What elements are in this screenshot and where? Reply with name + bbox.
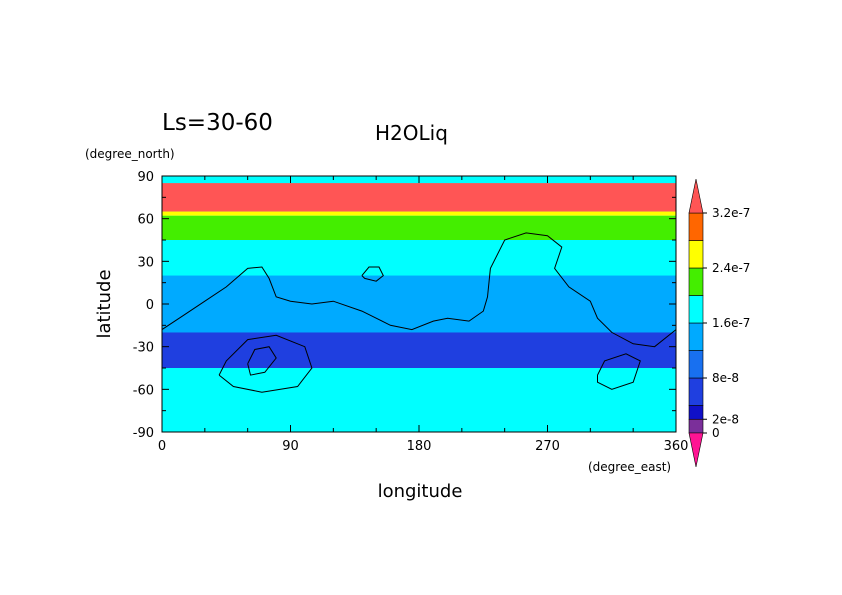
contour-line-2 [218, 334, 313, 393]
colorbar-under-triangle [688, 432, 704, 468]
y-unit-label: (degree_north) [85, 147, 175, 161]
chart-subtitle: Ls=30-60 [162, 110, 273, 136]
colorbar: 02e-8 8e-8 1.6e-7 2.4e-7 3.2e-7 [688, 178, 750, 468]
colorbar-label-2: 8e-8 [712, 371, 739, 385]
colorbar-segment-0 [688, 418, 704, 434]
band-5 [162, 332, 676, 368]
colorbar-segment-3 [688, 350, 704, 379]
band-4 [162, 275, 676, 333]
band-6 [162, 382, 676, 432]
colorbar-segment-5 [688, 295, 704, 324]
colorbar-label-0: 0 [712, 426, 720, 440]
x-tick-label-90: 90 [282, 439, 299, 454]
y-tick-label-60: 60 [137, 213, 154, 228]
x-tick-group: 0 90 180 270 360 [158, 176, 689, 454]
contour-line-3 [247, 346, 277, 376]
colorbar-label-4: 2.4e-7 [712, 261, 750, 275]
colorbar-segment-4 [688, 322, 704, 351]
colorbar-segment-7 [688, 240, 704, 269]
colorbar-over-triangle [688, 178, 704, 214]
colorbar-segment-2 [688, 377, 704, 406]
colorbar-segment-1 [688, 405, 704, 420]
chart-title: H2OLiq [375, 121, 448, 145]
x-unit-label: (degree_east) [588, 460, 671, 474]
x-tick-label-180: 180 [407, 439, 432, 454]
band-group [162, 183, 676, 432]
plot-area: 0 90 180 270 360 -90 -60 -30 0 30 60 90 [133, 170, 689, 454]
x-tick-label-0: 0 [158, 439, 166, 454]
x-tick-label-360: 360 [664, 439, 689, 454]
colorbar-label-5: 3.2e-7 [712, 206, 750, 220]
y-axis-label: latitude [94, 269, 115, 338]
y-tick-label-30: 30 [137, 255, 154, 270]
contour-group [161, 232, 677, 393]
contour-line-0 [161, 232, 677, 348]
y-tick-label--30: -30 [133, 341, 154, 356]
y-tick-group: -90 -60 -30 0 30 60 90 [133, 170, 676, 441]
x-axis-label: longitude [378, 481, 463, 502]
colorbar-label-1: 2e-8 [712, 412, 739, 426]
band-3 [162, 240, 676, 276]
y-tick-label-90: 90 [137, 170, 154, 185]
contour-line-4 [597, 353, 641, 390]
colorbar-segment-8 [688, 212, 704, 241]
band-1 [162, 211, 676, 216]
contour-line-1 [361, 266, 384, 282]
colorbar-label-3: 1.6e-7 [712, 316, 750, 330]
y-tick-label--90: -90 [133, 426, 154, 441]
y-tick-label-0: 0 [146, 298, 154, 313]
y-tick-label--60: -60 [133, 383, 154, 398]
band-0 [162, 183, 676, 212]
x-tick-label-270: 270 [535, 439, 560, 454]
colorbar-segment-6 [688, 267, 704, 296]
